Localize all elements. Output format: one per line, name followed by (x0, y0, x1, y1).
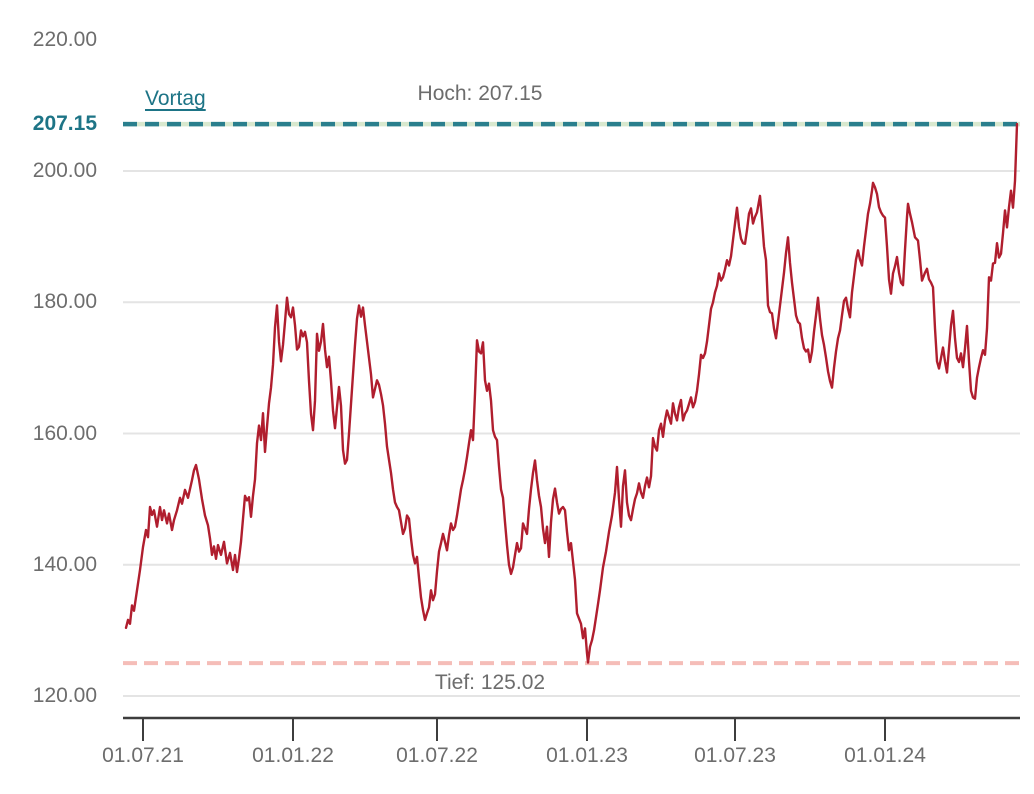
y-tick-label: 140.00 (32, 553, 97, 576)
x-tick-label: 01.01.24 (844, 744, 926, 767)
price-line-series (124, 122, 1019, 664)
x-tick-label: 01.07.21 (102, 744, 184, 767)
y-tick-label: 120.00 (32, 684, 97, 707)
x-tick-label: 01.07.23 (694, 744, 776, 767)
x-tick-label: 01.01.22 (252, 744, 334, 767)
y-tick-label: 207.15 (32, 112, 97, 135)
high-annotation: Hoch: 207.15 (417, 82, 543, 105)
y-tick-label: 220.00 (32, 28, 97, 51)
y-tick-label: 160.00 (32, 422, 97, 445)
vortag-reference-label: Vortag (145, 87, 206, 110)
x-tick-label: 01.07.22 (396, 744, 478, 767)
y-tick-label: 200.00 (32, 159, 97, 182)
x-tick-label: 01.01.23 (546, 744, 628, 767)
low-annotation: Tief: 125.02 (428, 671, 552, 695)
y-tick-label: 180.00 (32, 290, 97, 313)
